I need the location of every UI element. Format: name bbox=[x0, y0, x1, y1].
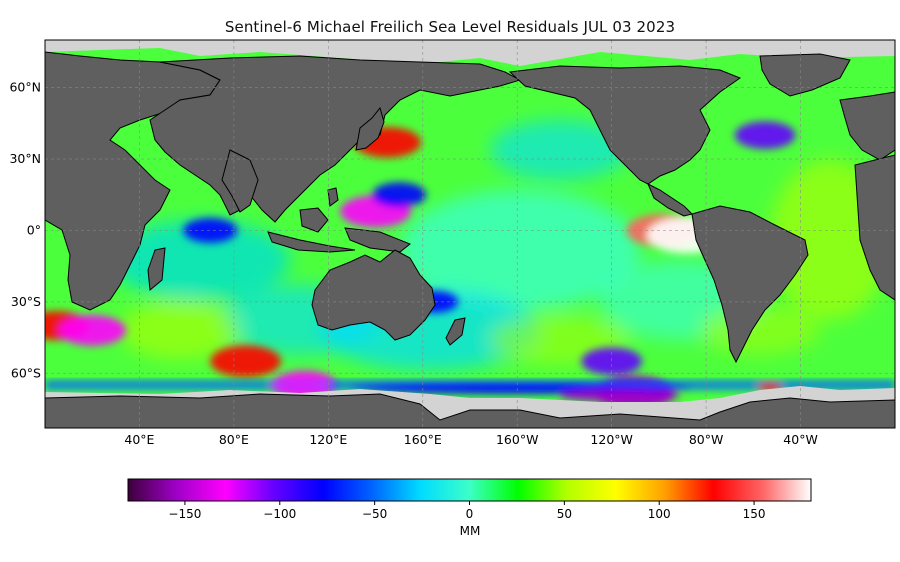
lon-tick-label: 40°W bbox=[783, 432, 818, 447]
new-guinea bbox=[344, 227, 411, 253]
borneo bbox=[299, 207, 329, 233]
antarctica bbox=[45, 393, 895, 428]
japan bbox=[355, 106, 385, 151]
lon-tick-label: 40°E bbox=[124, 432, 154, 447]
anomaly-blob bbox=[581, 347, 643, 376]
southern-ocean-band bbox=[45, 380, 895, 402]
indonesia bbox=[267, 231, 356, 253]
anomaly-blob bbox=[210, 345, 282, 378]
lat-tick-label: 30°S bbox=[11, 294, 41, 309]
lon-tick-label: 160°E bbox=[404, 432, 442, 447]
map-plot-area bbox=[45, 40, 895, 428]
lat-tick-label: 30°N bbox=[9, 151, 41, 166]
new-zealand bbox=[445, 317, 466, 346]
lon-tick-label: 160°W bbox=[496, 432, 538, 447]
map-frame bbox=[44, 39, 896, 429]
colorbar-tick-label: −100 bbox=[263, 507, 296, 521]
lon-tick-label: 80°E bbox=[219, 432, 249, 447]
anomaly-blob bbox=[58, 315, 126, 346]
lon-tick-label: 120°E bbox=[309, 432, 347, 447]
greenland bbox=[759, 53, 851, 97]
colorbar-tick-label: 50 bbox=[557, 507, 572, 521]
africa-east-edge bbox=[854, 154, 895, 301]
colorbar-tick-label: −150 bbox=[168, 507, 201, 521]
philippines bbox=[327, 187, 339, 207]
north-america bbox=[508, 65, 742, 185]
colorbar-tick-label: 100 bbox=[648, 507, 671, 521]
madagascar bbox=[147, 247, 166, 291]
australia bbox=[311, 249, 436, 341]
anomaly-blob bbox=[183, 218, 238, 243]
colorbar-ticks: −150 −100 −50 0 50 100 150 bbox=[168, 501, 766, 521]
colorbar-tick-label: −50 bbox=[362, 507, 387, 521]
axis-ticks: 60°N 30°N 0° 30°S 60°S 40°E 80°E 120°E 160°E 160°… bbox=[9, 80, 817, 447]
lon-tick-label: 80°W bbox=[689, 432, 724, 447]
colorbar-label: MM bbox=[460, 524, 481, 538]
colorbar bbox=[127, 478, 812, 502]
map-title: Sentinel-6 Michael Freilich Sea Level Re… bbox=[224, 18, 676, 36]
lat-tick-label: 60°N bbox=[9, 80, 41, 95]
india bbox=[221, 149, 259, 213]
lon-tick-label: 120°W bbox=[590, 432, 632, 447]
anomaly-blob bbox=[734, 121, 796, 150]
arctic-ice bbox=[45, 40, 895, 66]
south-america bbox=[691, 205, 809, 364]
gridlines bbox=[45, 40, 895, 428]
anomaly-blob bbox=[372, 182, 427, 208]
lat-tick-label: 0° bbox=[27, 222, 41, 237]
lat-tick-label: 60°S bbox=[11, 365, 41, 380]
colorbar-tick-label: 150 bbox=[743, 507, 766, 521]
colorbar-tick-label: 0 bbox=[466, 507, 474, 521]
